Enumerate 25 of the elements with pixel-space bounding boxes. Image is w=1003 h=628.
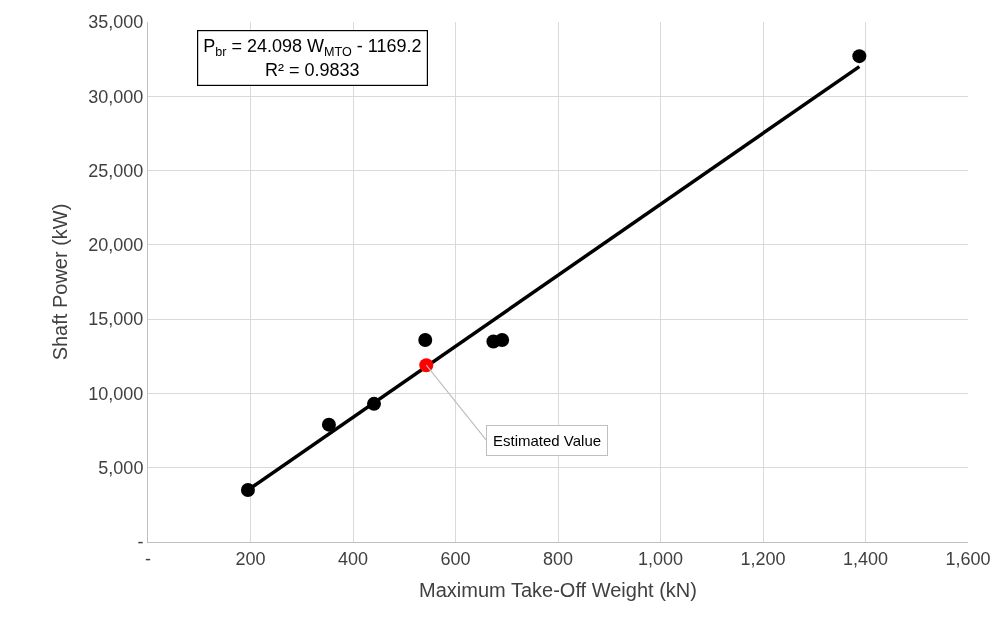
annotation: Estimated Value <box>493 432 602 449</box>
x-axis-title: Maximum Take-Off Weight (kN) <box>419 579 697 602</box>
y-tick-label: 30,000 <box>88 86 144 107</box>
y-tick-label: 10,000 <box>88 383 144 404</box>
y-tick-label: 20,000 <box>88 235 144 256</box>
y-axis-title: Shaft Power (kW) <box>48 203 71 361</box>
annotation: P$_{br}$ = 24.098 W$_{MTO}$ - 1169.2 R² = 0.9833 <box>203 36 422 80</box>
x-tick-label: 1,600 <box>945 548 991 569</box>
x-tick-label: 400 <box>337 548 369 569</box>
x-tick-label: 800 <box>542 548 574 569</box>
x-tick-label: 200 <box>235 548 266 569</box>
y-tick-label: 35,000 <box>88 12 144 33</box>
point <box>321 417 336 432</box>
point <box>418 332 433 347</box>
x-tick-label: 1,200 <box>740 548 786 569</box>
x-tick-label: 1,400 <box>842 548 889 569</box>
y-tick-label: 5,000 <box>98 458 144 479</box>
x-tick-label: 1,000 <box>637 548 684 569</box>
point <box>495 332 510 347</box>
y-tick-label: 25,000 <box>88 160 144 181</box>
y-tick-label: 15,000 <box>88 309 144 330</box>
y-tick-label: - <box>137 532 144 553</box>
x-tick-label: 600 <box>440 548 471 569</box>
point <box>852 49 867 64</box>
point <box>419 358 434 373</box>
